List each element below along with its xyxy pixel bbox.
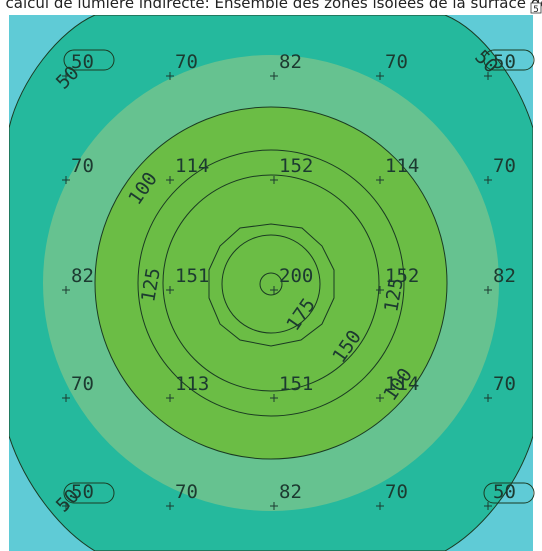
grid-point: 50 <box>62 481 94 510</box>
grid-point: 114 <box>166 155 209 184</box>
grid-value: 70 <box>385 51 408 73</box>
isoline-inner <box>221 234 321 334</box>
corner-marker <box>530 2 542 14</box>
grid-point: 50 <box>62 51 94 80</box>
grid-points: 50 70 82 70 50 70 114 152 114 70 82 151 200 152 82 70 11… <box>62 51 516 510</box>
isoline-150 <box>162 174 380 392</box>
grid-point: 82 <box>484 265 516 294</box>
value-box <box>483 49 535 71</box>
grid-point: 82 <box>62 265 94 294</box>
grid-value: 113 <box>175 373 209 395</box>
grid-point: 113 <box>166 373 209 402</box>
grid-value: 200 <box>279 265 313 287</box>
grid-point: 200 <box>270 265 313 294</box>
grid-point: 70 <box>166 51 198 80</box>
grid-value: 50 <box>493 51 516 73</box>
value-box <box>63 482 115 504</box>
grid-value: 50 <box>493 481 516 503</box>
grid-point: 152 <box>270 155 313 184</box>
grid-point: 50 <box>484 51 516 80</box>
grid-value: 151 <box>279 373 313 395</box>
grid-point: 82 <box>270 51 302 80</box>
grid-point: 70 <box>376 481 408 510</box>
grid-point: 114 <box>376 155 419 184</box>
grid-value: 152 <box>385 265 419 287</box>
grid-value: 151 <box>175 265 209 287</box>
grid-value: 82 <box>279 481 302 503</box>
grid-point: 50 <box>484 481 516 510</box>
grid-point: 70 <box>166 481 198 510</box>
isoline-center <box>259 272 283 296</box>
grid-value: 70 <box>493 155 516 177</box>
grid-point: 70 <box>484 373 516 402</box>
grid-point: 70 <box>62 373 94 402</box>
corner-value-boxes <box>63 49 535 504</box>
corner-glyph: 5 <box>533 5 539 15</box>
grid-value: 70 <box>385 481 408 503</box>
grid-value: 70 <box>493 373 516 395</box>
value-box <box>63 49 115 71</box>
grid-point: 70 <box>62 155 94 184</box>
grid-value: 70 <box>175 481 198 503</box>
grid-value: 70 <box>71 155 94 177</box>
isoline-175 <box>208 223 335 347</box>
grid-value: 70 <box>175 51 198 73</box>
grid-value: 82 <box>493 265 516 287</box>
grid-value: 152 <box>279 155 313 177</box>
grid-point: 82 <box>270 481 302 510</box>
grid-value: 114 <box>385 155 419 177</box>
grid-value: 114 <box>385 373 419 395</box>
grid-point: 152 <box>376 265 419 294</box>
grid-value: 114 <box>175 155 209 177</box>
grid-point: 114 <box>376 373 419 402</box>
band-above-125 <box>94 106 448 460</box>
grid-value: 50 <box>71 481 94 503</box>
grid-point: 151 <box>270 373 313 402</box>
value-box <box>483 482 535 504</box>
grid-value: 50 <box>71 51 94 73</box>
isoline-125 <box>137 149 405 417</box>
grid-point: 70 <box>484 155 516 184</box>
grid-value: 70 <box>71 373 94 395</box>
grid-value: 82 <box>279 51 302 73</box>
plot-title: Résultats de calcul de lumière indirecte… <box>0 0 542 12</box>
grid-value: 82 <box>71 265 94 287</box>
grid-point: 151 <box>166 265 209 294</box>
grid-point: 70 <box>376 51 408 80</box>
